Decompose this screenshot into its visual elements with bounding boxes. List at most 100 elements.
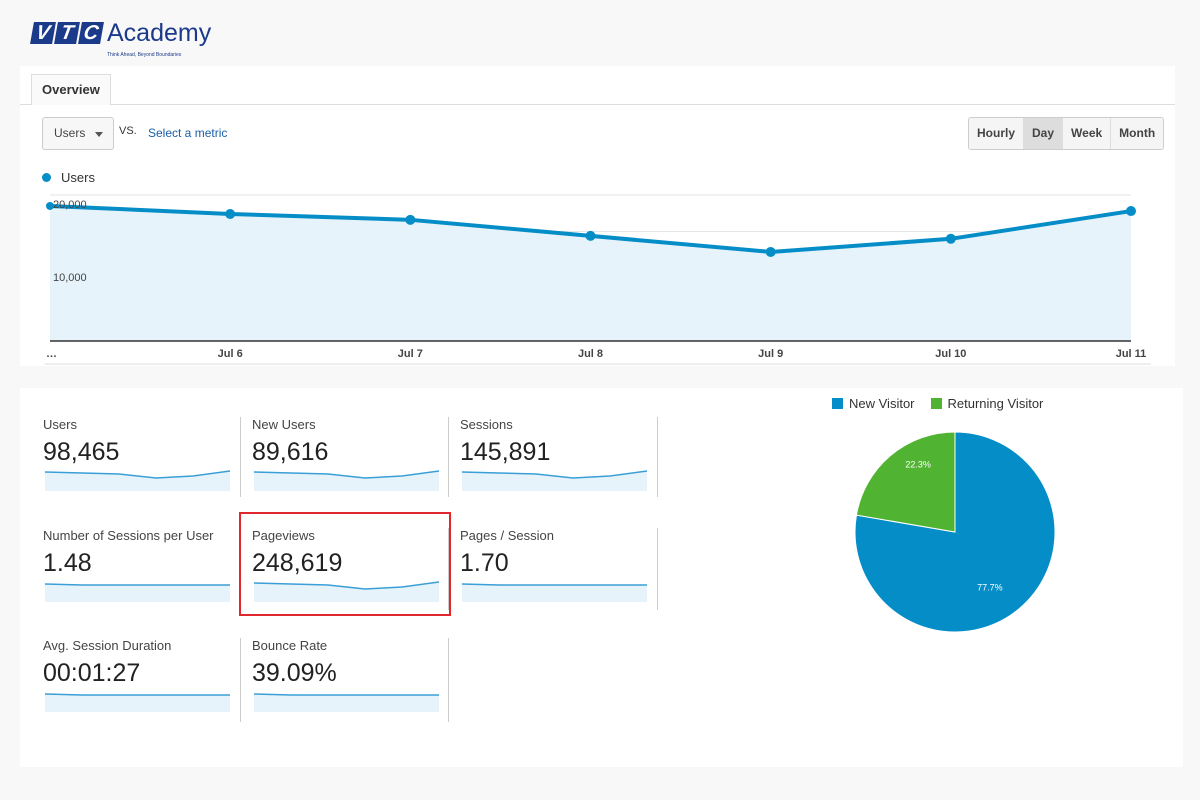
legend-label: Users xyxy=(61,170,95,185)
sparkline-area xyxy=(45,471,230,491)
metric-value: 248,619 xyxy=(252,549,343,577)
sparkline-area xyxy=(254,471,439,491)
metric-label: New Users xyxy=(252,417,316,432)
sparkline-area xyxy=(45,694,230,712)
sparkline-area xyxy=(254,694,439,712)
week-button[interactable]: Week xyxy=(1062,118,1111,149)
sparkline-line xyxy=(462,470,647,479)
metric-label: Users xyxy=(43,417,77,432)
sparkline xyxy=(45,583,230,602)
sparkline xyxy=(462,583,647,602)
pie-legend: New Visitor Returning Visitor xyxy=(832,396,1043,411)
metric-select-value: Users xyxy=(54,126,86,140)
x-tick-label: … xyxy=(46,348,57,360)
divider xyxy=(448,638,449,722)
sparkline-line xyxy=(45,693,230,696)
blue-square-icon xyxy=(832,398,843,409)
users-line-chart: 10,000 20,000 … Jul 6 Jul 7 Jul 8 Jul 9 Jul 10 J… xyxy=(45,194,1151,365)
select-metric-link[interactable]: Select a metric xyxy=(148,126,228,140)
metric-value: 1.48 xyxy=(43,549,92,577)
x-tick-label: Jul 10 xyxy=(935,348,966,360)
pie-slice xyxy=(855,431,956,533)
metric-label: Avg. Session Duration xyxy=(43,638,172,653)
metric-value: 1.70 xyxy=(460,549,509,577)
metric-card[interactable]: Users 98,465 xyxy=(43,417,241,527)
sparkline xyxy=(45,470,230,491)
x-tick-label: Jul 11 xyxy=(1116,348,1147,360)
divider xyxy=(657,417,658,497)
area-fill xyxy=(50,205,1131,341)
legend-dot-icon xyxy=(42,173,51,182)
vs-label: VS. xyxy=(119,125,137,137)
overview-panel: Overview Users VS. Select a metric Hourl… xyxy=(20,66,1175,366)
tab-overview[interactable]: Overview xyxy=(31,74,111,105)
divider xyxy=(448,417,449,497)
metric-value: 39.09% xyxy=(252,659,337,687)
sparkline xyxy=(254,581,439,602)
x-tick-label: Jul 7 xyxy=(398,348,423,360)
metric-card[interactable]: Bounce Rate 39.09% xyxy=(252,638,450,748)
data-point xyxy=(405,214,416,225)
metric-card[interactable]: Sessions 145,891 xyxy=(460,417,658,527)
green-square-icon xyxy=(930,398,942,409)
metric-card[interactable]: Pageviews 248,619 xyxy=(252,528,450,638)
metric-value: 89,616 xyxy=(252,438,329,466)
x-tick-label: Jul 9 xyxy=(758,348,783,360)
data-point xyxy=(225,208,236,219)
highlight-box xyxy=(239,512,451,616)
sparkline-area xyxy=(462,471,647,491)
month-button[interactable]: Month xyxy=(1110,118,1164,149)
day-button[interactable]: Day xyxy=(1023,118,1063,149)
data-point xyxy=(1126,206,1136,217)
pie-label: 77.7% xyxy=(977,583,1003,593)
legend-label: Returning Visitor xyxy=(947,396,1044,411)
metric-label: Bounce Rate xyxy=(252,638,328,653)
sparkline-area xyxy=(45,584,230,602)
sparkline xyxy=(254,470,439,491)
y-tick-label: 20,000 xyxy=(53,199,87,211)
x-tick-label: Jul 6 xyxy=(218,348,243,360)
x-tick-label: Jul 8 xyxy=(578,348,603,360)
sparkline-line xyxy=(254,693,439,696)
metric-label: Number of Sessions per User xyxy=(43,528,214,543)
pie-label: 22.3% xyxy=(905,459,931,469)
data-point xyxy=(765,246,776,257)
y-tick-label: 10,000 xyxy=(53,272,87,284)
sparkline-area xyxy=(462,584,647,602)
sparkline xyxy=(254,693,439,712)
sparkline-line xyxy=(462,583,647,586)
sparkline xyxy=(45,693,230,712)
legend-label: New Visitor xyxy=(849,396,915,411)
sparkline-line xyxy=(45,470,230,479)
metric-card[interactable]: Pages / Session 1.70 xyxy=(460,528,658,638)
metric-card[interactable]: Avg. Session Duration 00:01:27 xyxy=(43,638,241,748)
metric-select[interactable]: Users xyxy=(42,117,114,150)
divider xyxy=(448,528,449,610)
legend-returning-visitor[interactable]: Returning Visitor xyxy=(930,396,1044,411)
visitor-pie-chart: 77.7% 22.3% xyxy=(854,431,1056,633)
divider xyxy=(240,638,241,722)
metric-value: 98,465 xyxy=(43,438,120,466)
metric-card[interactable]: Number of Sessions per User 1.48 xyxy=(43,528,241,638)
metric-value: 145,891 xyxy=(460,438,551,466)
divider xyxy=(657,528,658,610)
legend-new-visitor[interactable]: New Visitor xyxy=(832,396,915,411)
sparkline-line xyxy=(254,581,439,590)
metric-label: Sessions xyxy=(460,417,513,432)
metric-label: Pageviews xyxy=(252,528,315,543)
data-point xyxy=(46,201,54,210)
data-point xyxy=(585,230,596,241)
metric-card[interactable]: New Users 89,616 xyxy=(252,417,450,527)
sparkline-area xyxy=(254,582,439,602)
sparkline-line xyxy=(45,583,230,586)
chevron-down-icon xyxy=(95,132,103,141)
sparkline-line xyxy=(254,470,439,479)
chart-legend: Users xyxy=(42,170,95,185)
granularity-buttons: Hourly Day Week Month xyxy=(968,117,1165,150)
hourly-button[interactable]: Hourly xyxy=(969,118,1024,149)
divider xyxy=(240,417,241,497)
tab-bar xyxy=(20,104,1175,105)
data-point xyxy=(945,233,956,244)
metric-label: Pages / Session xyxy=(460,528,554,543)
